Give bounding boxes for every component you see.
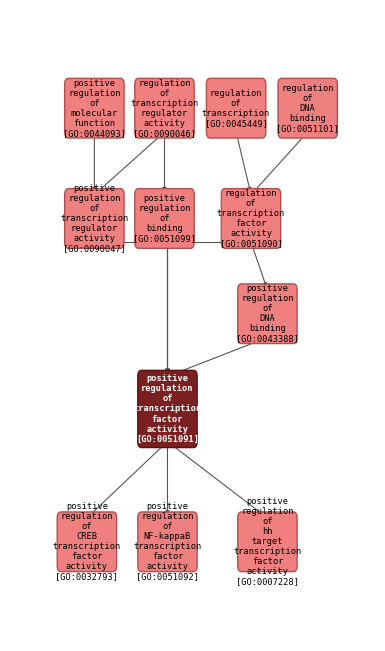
Text: positive
regulation
of
transcription
factor
activity
[GO:0051091]: positive regulation of transcription fac… (133, 374, 202, 443)
Text: positive
regulation
of
transcription
regulator
activity
[GO:0090047]: positive regulation of transcription reg… (60, 184, 129, 253)
Text: regulation
of
transcription
[GO:0045449]: regulation of transcription [GO:0045449] (202, 89, 270, 128)
Text: positive
regulation
of
DNA
binding
[GO:0043388]: positive regulation of DNA binding [GO:0… (236, 284, 299, 343)
Text: regulation
of
DNA
binding
[GO:0051101]: regulation of DNA binding [GO:0051101] (276, 83, 339, 133)
FancyBboxPatch shape (135, 78, 194, 138)
FancyBboxPatch shape (221, 189, 281, 248)
FancyBboxPatch shape (57, 512, 117, 572)
Text: positive
regulation
of
molecular
function
[GO:0044093]: positive regulation of molecular functio… (63, 79, 126, 138)
FancyBboxPatch shape (238, 284, 297, 344)
FancyBboxPatch shape (65, 189, 124, 248)
Text: positive
regulation
of
hh
target
transcription
factor
activity
[GO:0007228]: positive regulation of hh target transcr… (233, 497, 301, 587)
FancyBboxPatch shape (138, 512, 197, 572)
Text: positive
regulation
of
binding
[GO:0051099]: positive regulation of binding [GO:00510… (133, 194, 196, 243)
Text: regulation
of
transcription
regulator
activity
[GO:0090046]: regulation of transcription regulator ac… (131, 79, 199, 138)
Text: regulation
of
transcription
factor
activity
[GO:0051090]: regulation of transcription factor activ… (217, 189, 285, 248)
Text: positive
regulation
of
NF-kappaB
transcription
factor
activity
[GO:0051092]: positive regulation of NF-kappaB transcr… (133, 502, 202, 581)
FancyBboxPatch shape (238, 512, 297, 572)
FancyBboxPatch shape (135, 189, 194, 248)
FancyBboxPatch shape (138, 370, 197, 447)
FancyBboxPatch shape (278, 78, 337, 138)
FancyBboxPatch shape (206, 78, 266, 138)
FancyBboxPatch shape (65, 78, 124, 138)
Text: positive
regulation
of
CREB
transcription
factor
activity
[GO:0032793]: positive regulation of CREB transcriptio… (53, 502, 121, 581)
